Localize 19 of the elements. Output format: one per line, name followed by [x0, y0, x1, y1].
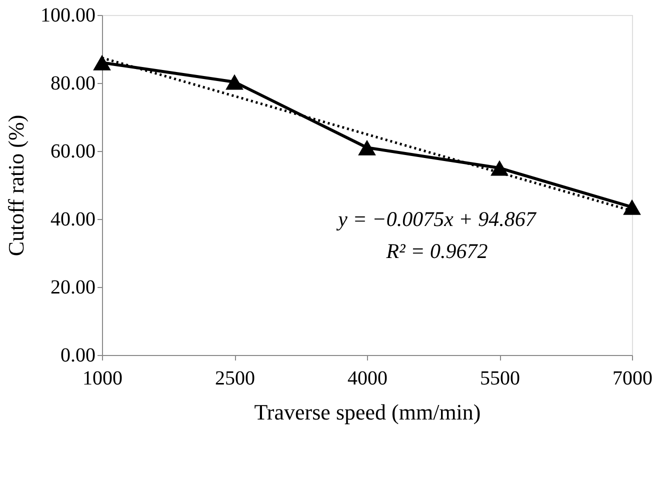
y-axis-title: Cutoff ratio (%) [4, 114, 28, 256]
point [93, 54, 111, 70]
x-axis-title: Traverse speed (mm/min) [254, 400, 481, 424]
y-tick-label: 40.00 [50, 208, 96, 230]
x-tick-label: 1000 [82, 368, 122, 390]
point [623, 199, 641, 215]
x-tick-label: 5500 [480, 368, 520, 390]
annotation: R² = 0.9672 [385, 239, 488, 263]
y-tick-label: 80.00 [50, 72, 96, 94]
y-tick-label: 100.00 [40, 4, 96, 26]
x-tick-label: 4000 [348, 368, 388, 390]
x-tick-label: 2500 [215, 368, 255, 390]
point [226, 74, 244, 90]
y-tick-label: 60.00 [50, 140, 96, 162]
y-tick-label: 20.00 [50, 276, 96, 298]
x-tick-label: 7000 [612, 368, 652, 390]
annotation: y = −0.0075x + 94.867 [336, 207, 538, 231]
y-tick-label: 0.00 [60, 344, 96, 366]
point [358, 140, 376, 156]
